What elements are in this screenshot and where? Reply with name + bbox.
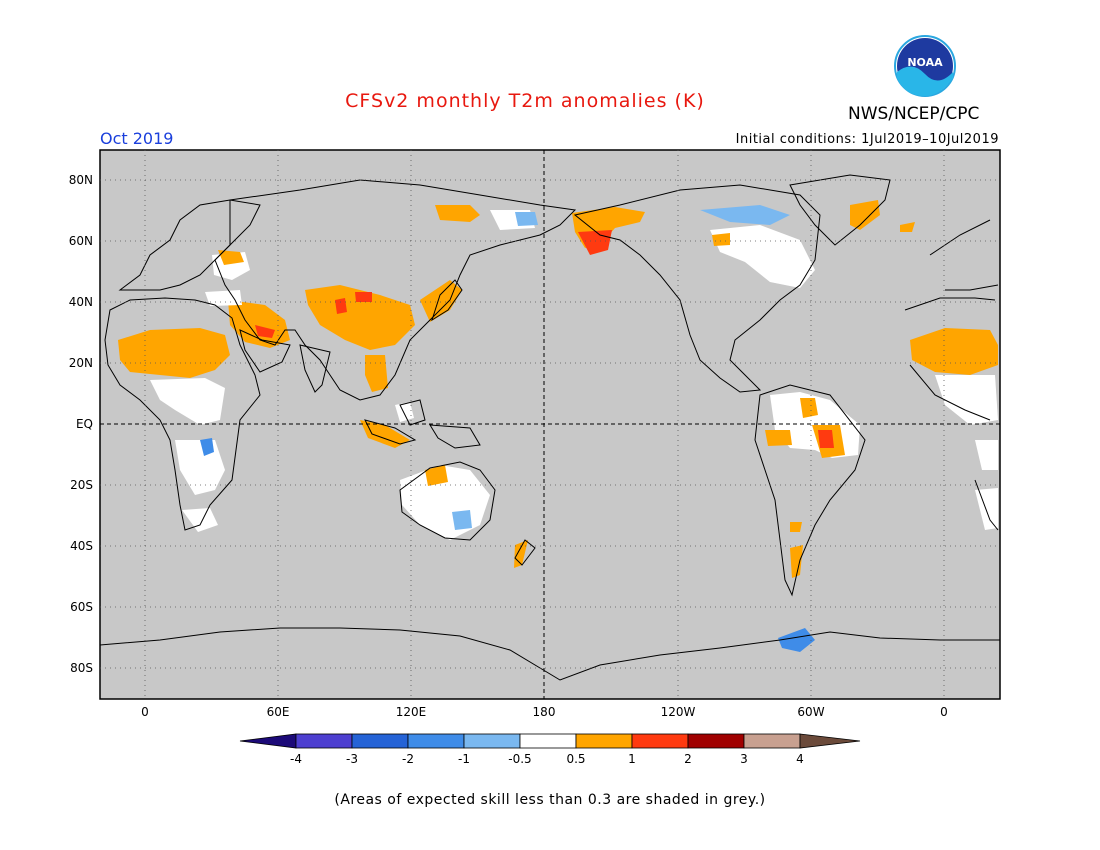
colorbar-label: -4 bbox=[290, 752, 302, 766]
colorbar-swatch bbox=[463, 733, 521, 749]
colorbar-swatch bbox=[575, 733, 633, 749]
graticule bbox=[100, 150, 1000, 699]
lat-label: 20N bbox=[69, 356, 93, 370]
colorbar-swatch bbox=[295, 733, 353, 749]
lat-label: 40N bbox=[69, 295, 93, 309]
lon-label: 180 bbox=[533, 705, 556, 719]
lat-label: 80N bbox=[69, 173, 93, 187]
colorbar-label: 2 bbox=[684, 752, 692, 766]
colorbar-swatch bbox=[743, 733, 801, 749]
lon-label: 0 bbox=[940, 705, 948, 719]
colorbar-swatch bbox=[351, 733, 409, 749]
colorbar-max-arrow bbox=[799, 733, 861, 749]
lat-label: 60S bbox=[70, 600, 93, 614]
colorbar-label: -0.5 bbox=[508, 752, 531, 766]
agency-label: NWS/NCEP/CPC bbox=[848, 104, 980, 124]
colorbar-swatch bbox=[519, 733, 577, 749]
skill-note: (Areas of expected skill less than 0.3 a… bbox=[334, 792, 766, 808]
anomaly-patches bbox=[118, 200, 998, 652]
colorbar-swatch bbox=[407, 733, 465, 749]
lon-label: 120E bbox=[396, 705, 427, 719]
colorbar-labels: -4 -3 -2 -1 -0.5 0.5 1 2 3 4 bbox=[290, 752, 804, 766]
colorbar-swatch bbox=[687, 733, 745, 749]
lat-label: 60N bbox=[69, 234, 93, 248]
equator-dateline bbox=[100, 150, 1000, 699]
colorbar-label: 1 bbox=[628, 752, 636, 766]
colorbar-label: 4 bbox=[796, 752, 804, 766]
colorbar-label: 3 bbox=[740, 752, 748, 766]
lon-label: 120W bbox=[661, 705, 696, 719]
coastlines bbox=[99, 174, 1000, 681]
lat-label: EQ bbox=[76, 417, 93, 431]
noaa-logo: NOAA bbox=[894, 35, 956, 97]
lon-labels: 0 60E 120E 180 120W 60W 0 bbox=[141, 705, 948, 719]
colorbar-label: -1 bbox=[458, 752, 470, 766]
map-title: CFSv2 monthly T2m anomalies (K) bbox=[345, 90, 705, 112]
lon-label: 0 bbox=[141, 705, 149, 719]
colorbar-label: -3 bbox=[346, 752, 358, 766]
colorbar-label: -2 bbox=[402, 752, 414, 766]
noaa-logo-text: NOAA bbox=[907, 56, 943, 69]
lat-label: 20S bbox=[70, 478, 93, 492]
lon-label: 60E bbox=[267, 705, 290, 719]
lat-label: 80S bbox=[70, 661, 93, 675]
target-month-label: Oct 2019 bbox=[100, 129, 174, 148]
initial-conditions-label: Initial conditions: 1Jul2019–10Jul2019 bbox=[735, 132, 999, 147]
colorbar-swatch bbox=[631, 733, 689, 749]
colorbar-min-arrow bbox=[239, 733, 297, 749]
colorbar-label: 0.5 bbox=[566, 752, 585, 766]
colorbar bbox=[239, 733, 861, 749]
lat-labels: 80N 60N 40N 20N EQ 20S 40S 60S 80S bbox=[69, 173, 93, 675]
lon-label: 60W bbox=[797, 705, 824, 719]
lat-label: 40S bbox=[70, 539, 93, 553]
